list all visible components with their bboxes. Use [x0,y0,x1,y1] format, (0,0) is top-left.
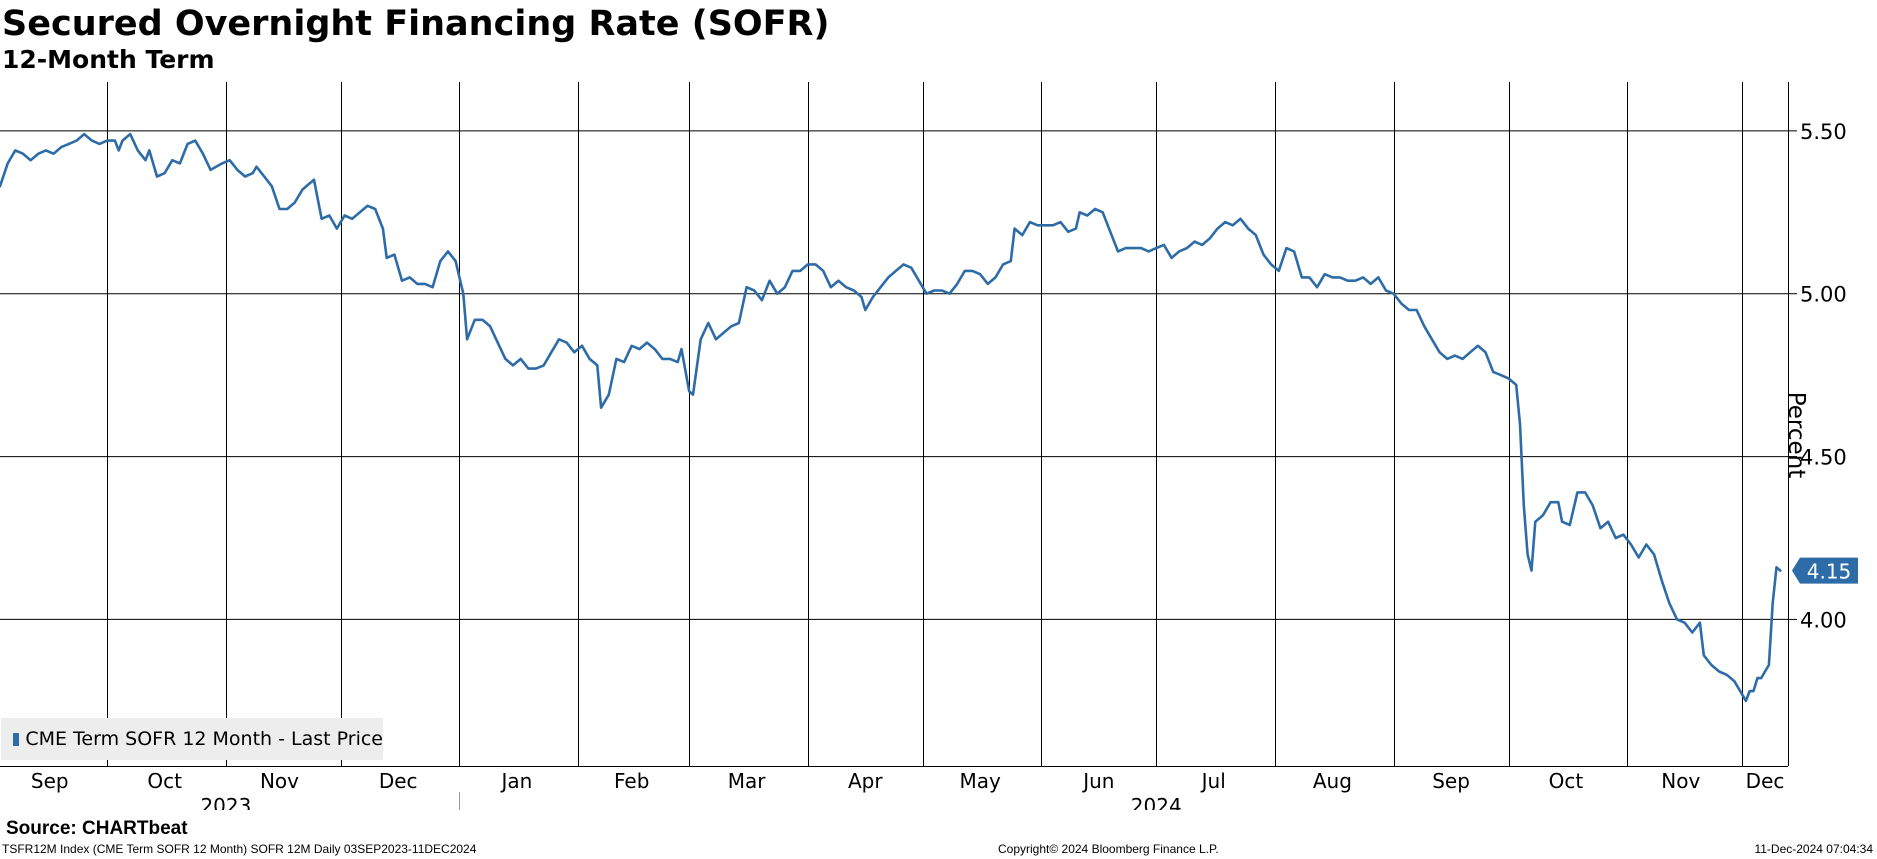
line-chart: 5.50 5.00 4.50 4.00 Sep Oct Nov Dec Jan Feb Mar Apr… [0,82,1858,810]
x-month-label: Sep [1432,769,1470,793]
chart-legend: CME Term SOFR 12 Month - Last Price [1,718,383,760]
x-month-label: Dec [379,769,418,793]
x-month-label: May [959,769,1001,793]
last-value-label: 4.15 [1807,560,1852,584]
y-tick-label: 5.00 [1800,283,1847,307]
x-month-label: Jul [1200,769,1226,793]
x-month-label: Nov [1661,769,1700,793]
x-month-label: Feb [614,769,649,793]
legend-swatch [13,732,20,746]
x-month-label: Jan [499,769,532,793]
footer-timestamp: 11-Dec-2024 07:04:34 [1754,842,1873,856]
x-month-label: Sep [31,769,69,793]
legend-label: CME Term SOFR 12 Month - Last Price [25,728,383,750]
x-year-label: 2024 [1131,794,1182,810]
series-line-sofr-12m [0,132,1782,703]
x-month-label: Jun [1081,769,1114,793]
x-year-label: 2023 [200,794,251,810]
chart-title: Secured Overnight Financing Rate (SOFR) [2,4,830,44]
x-month-label: Oct [147,769,182,793]
y-tick-label: 5.50 [1800,120,1847,144]
x-month-label: Mar [728,769,767,793]
footer-ticker-info: TSFR12M Index (CME Term SOFR 12 Month) S… [2,842,477,856]
x-month-label: Apr [848,769,883,793]
x-month-label: Aug [1313,769,1352,793]
x-month-label: Oct [1549,769,1584,793]
y-tick-label: 4.50 [1800,446,1847,470]
y-axis-label: Percent [1783,391,1809,479]
source-note: Source: CHARTbeat [6,818,188,839]
footer-copyright: Copyright© 2024 Bloomberg Finance L.P. [998,842,1219,856]
y-tick-label: 4.00 [1800,608,1847,632]
x-month-label: Nov [260,769,299,793]
last-value-badge [1792,557,1858,584]
x-month-label: Dec [1746,769,1785,793]
chart-subtitle: 12-Month Term [2,45,215,74]
